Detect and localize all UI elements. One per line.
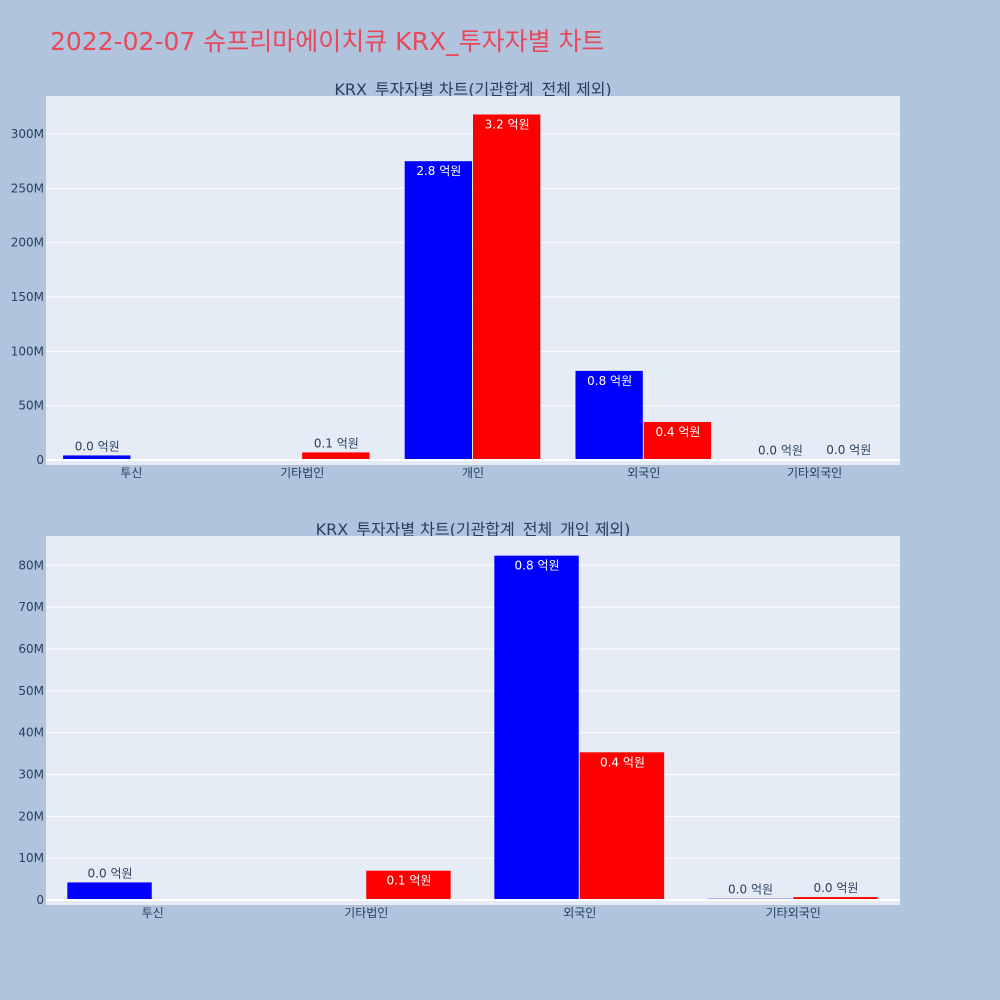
y-tick-label: 80M: [18, 558, 44, 572]
x-tick-label: 기타외국인: [787, 466, 842, 480]
data-label: 0.0 억원: [826, 443, 871, 457]
x-tick-label: 외국인: [627, 466, 660, 480]
x-tick-label: 외국인: [563, 906, 596, 920]
y-tick-label: 150M: [11, 290, 44, 304]
chart-2-title: KRX_투자자별 차트(기관합계_전체_개인 제외): [316, 520, 631, 540]
y-tick-label: 40M: [18, 726, 44, 740]
bar: [473, 114, 541, 460]
data-label: 0.4 억원: [655, 425, 700, 439]
bar: [63, 455, 131, 460]
bar: [366, 870, 451, 900]
y-tick-label: 0: [36, 893, 44, 907]
y-tick-label: 300M: [11, 127, 44, 141]
bar: [575, 370, 643, 460]
x-tick-label: 기타법인: [344, 906, 388, 920]
x-tick-label: 투신: [142, 906, 164, 920]
x-tick-label: 투신: [120, 466, 142, 480]
bar: [67, 882, 152, 900]
data-label: 0.0 억원: [75, 439, 120, 453]
bar: [404, 161, 472, 460]
y-tick-label: 250M: [11, 181, 44, 195]
data-label: 0.8 억원: [587, 374, 632, 388]
bar: [643, 421, 712, 460]
x-tick-label: 기타법인: [280, 466, 324, 480]
bar: [579, 752, 665, 900]
y-tick-label: 100M: [11, 344, 44, 358]
data-label: 0.0 억원: [728, 883, 773, 897]
y-tick-label: 0: [36, 453, 44, 467]
bar: [494, 555, 579, 900]
x-tick-label: 개인: [462, 466, 484, 480]
y-tick-label: 20M: [18, 809, 44, 823]
y-tick-label: 200M: [11, 236, 44, 250]
y-tick-label: 70M: [18, 600, 44, 614]
y-tick-label: 30M: [18, 767, 44, 781]
data-label: 0.1 억원: [386, 874, 431, 888]
data-label: 0.1 억원: [314, 436, 359, 450]
y-tick-label: 60M: [18, 642, 44, 656]
page-title: 2022-02-07 슈프리마에이치큐 KRX_투자자별 차트: [50, 27, 605, 56]
data-label: 2.8 억원: [416, 164, 461, 178]
y-tick-label: 50M: [18, 684, 44, 698]
y-tick-label: 50M: [18, 399, 44, 413]
plot-area: [46, 536, 900, 905]
data-label: 0.0 억원: [813, 881, 858, 895]
y-tick-label: 10M: [18, 851, 44, 865]
data-label: 3.2 억원: [485, 117, 530, 131]
data-label: 0.4 억원: [600, 755, 645, 769]
bar: [793, 897, 878, 900]
data-label: 0.0 억원: [758, 444, 803, 458]
x-tick-label: 기타외국인: [766, 906, 821, 920]
data-label: 0.0 억원: [88, 866, 133, 880]
bar: [302, 452, 370, 460]
chart-1-title: KRX_투자자별 차트(기관합계_전체 제외): [334, 80, 611, 100]
data-label: 0.8 억원: [515, 559, 560, 573]
